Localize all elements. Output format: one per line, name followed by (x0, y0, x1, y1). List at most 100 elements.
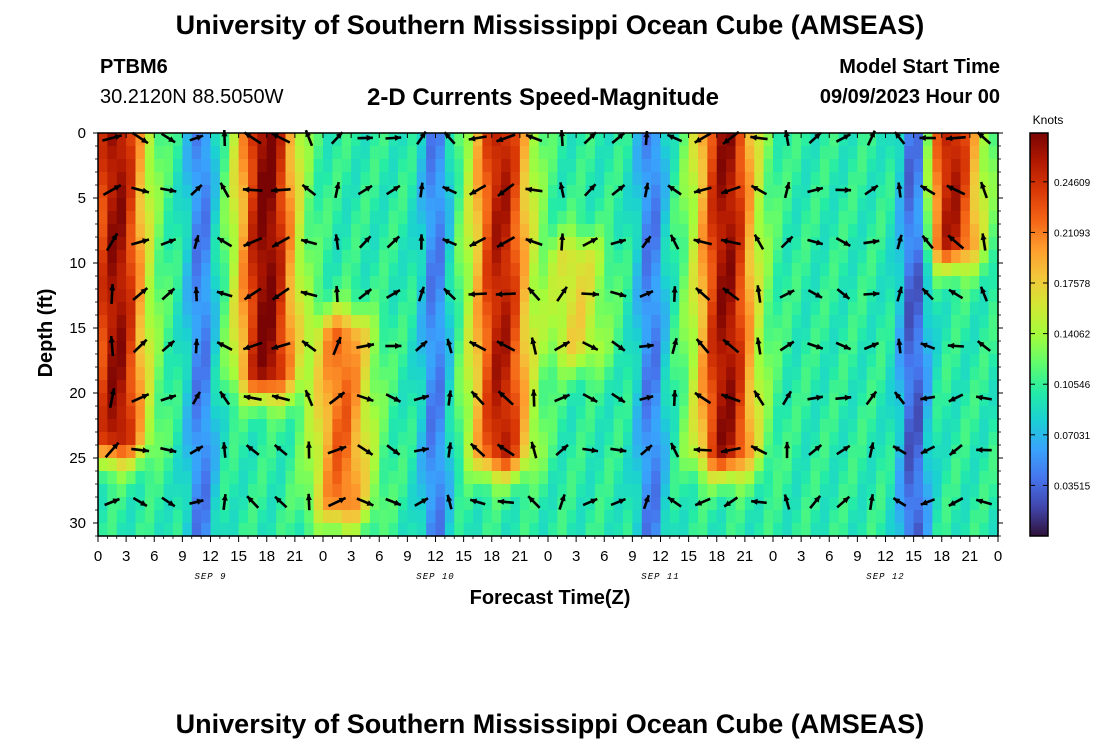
heat-cell (623, 432, 633, 446)
heat-cell (735, 523, 746, 537)
heat-cell (435, 497, 446, 511)
heat-cell (398, 354, 408, 368)
heat-cell (191, 172, 202, 186)
heat-cell (716, 510, 727, 524)
heat-cell (829, 354, 840, 368)
heat-cell (510, 276, 521, 290)
heat-cell (154, 315, 165, 329)
heat-cell (932, 159, 943, 173)
heat-cell (454, 315, 465, 329)
heat-cell (641, 367, 652, 381)
heat-cell (735, 198, 746, 212)
heat-cell (988, 133, 999, 147)
heat-cell (810, 133, 821, 147)
current-arrow (667, 496, 682, 508)
heat-cell (407, 471, 418, 485)
heat-cell (491, 484, 502, 498)
heat-cell (144, 250, 155, 264)
heat-cell (538, 497, 549, 511)
heat-cell (782, 406, 793, 420)
heat-cell (294, 471, 305, 485)
heat-cell (398, 211, 408, 225)
heat-cell (894, 146, 905, 160)
heat-cell (913, 211, 924, 225)
heat-cell (810, 367, 821, 381)
heat-cell (266, 328, 277, 342)
heat-cell (257, 224, 268, 238)
heat-cell (473, 263, 483, 277)
heat-cell (726, 419, 737, 433)
heat-cell (707, 289, 718, 303)
heat-cell (294, 354, 305, 368)
heat-cell (857, 458, 868, 472)
heat-cell (754, 367, 765, 381)
heat-cell (323, 237, 333, 251)
heat-cell (463, 380, 474, 394)
heat-cell (810, 445, 821, 459)
heat-cell (238, 185, 249, 199)
current-arrow (722, 338, 740, 354)
heat-cell (369, 432, 380, 446)
heat-cell (285, 406, 296, 420)
heat-cell (979, 367, 990, 381)
heat-cell (585, 484, 596, 498)
x-tick-label: 12 (202, 548, 219, 565)
heat-cell (660, 523, 671, 537)
heat-cell (491, 250, 502, 264)
heat-cell (923, 354, 933, 368)
heat-cell (566, 328, 577, 342)
heat-cell (173, 497, 183, 511)
heat-cell (304, 315, 315, 329)
heat-cell (557, 263, 568, 277)
heat-cell (726, 263, 737, 277)
heat-cell (548, 302, 558, 316)
heat-cell (482, 224, 493, 238)
heat-cell (894, 172, 905, 186)
heat-cell (735, 315, 746, 329)
heat-cell (716, 146, 727, 160)
heat-cell (754, 523, 765, 537)
heat-cell (566, 445, 577, 459)
heat-cell (791, 328, 802, 342)
heat-cell (885, 471, 896, 485)
heat-cell (819, 471, 830, 485)
heat-cell (388, 133, 399, 147)
heat-cell (98, 393, 108, 407)
heat-cell (398, 471, 408, 485)
heat-cell (773, 172, 783, 186)
heat-cell (332, 302, 343, 316)
heat-cell (754, 276, 765, 290)
current-arrow (610, 447, 627, 454)
heat-cell (548, 263, 558, 277)
heat-cell (566, 393, 577, 407)
heat-cell (960, 406, 971, 420)
heat-cell (941, 341, 952, 355)
heat-cell (229, 523, 240, 537)
heat-cell (416, 432, 427, 446)
heat-cell (144, 315, 155, 329)
heat-cell (791, 198, 802, 212)
heat-cell (238, 315, 249, 329)
heat-cell (510, 432, 521, 446)
current-arrow (418, 182, 425, 198)
heat-cell (294, 224, 305, 238)
heat-cell (154, 302, 165, 316)
heat-cell (876, 172, 887, 186)
heat-cell (407, 432, 418, 446)
heat-cell (313, 250, 324, 264)
heat-cell (107, 354, 118, 368)
heat-cell (969, 432, 980, 446)
heat-cell (679, 445, 690, 459)
heat-cell (116, 146, 127, 160)
heat-cell (126, 445, 137, 459)
heat-cell (566, 432, 577, 446)
heat-cell (744, 146, 755, 160)
heat-cell (191, 445, 202, 459)
heat-cell (707, 146, 718, 160)
heat-cell (923, 315, 933, 329)
heat-cell (904, 367, 915, 381)
heat-cell (585, 133, 596, 147)
heat-cell (557, 146, 568, 160)
heat-cell (229, 419, 240, 433)
heat-cell (932, 406, 943, 420)
